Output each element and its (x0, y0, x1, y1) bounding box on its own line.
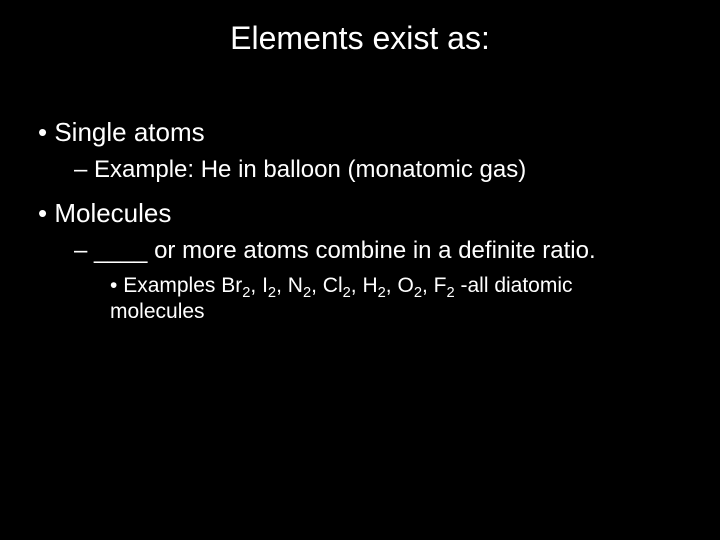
bullet-single-atoms-example: Example: He in balloon (monatomic gas) (74, 156, 690, 184)
bullet-molecules-examples: Examples Br2, I2, N2, Cl2, H2, O2, F2 -a… (110, 273, 690, 326)
bullet-molecules: Molecules (38, 198, 690, 229)
bullet-l1-label: Molecules (54, 198, 171, 228)
sep: , I (250, 274, 268, 297)
slide: Elements exist as: Single atoms Example:… (0, 0, 720, 540)
sep: , F (422, 274, 447, 297)
slide-title: Elements exist as: (30, 20, 690, 57)
subscript: 2 (378, 285, 386, 301)
subscript: 2 (414, 285, 422, 301)
subscript: 2 (303, 285, 311, 301)
bullet-l2-text: Example: He in balloon (monatomic gas) (94, 156, 526, 183)
subscript: 2 (268, 285, 276, 301)
bullet-single-atoms: Single atoms (38, 117, 690, 148)
subscript: 2 (343, 285, 351, 301)
bullet-l2-text: ____ or more atoms combine in a definite… (94, 237, 596, 264)
bullet-molecules-definition: ____ or more atoms combine in a definite… (74, 237, 690, 265)
sep: , N (276, 274, 303, 297)
bullet-l1-label: Single atoms (54, 117, 204, 147)
sep: , Cl (311, 274, 343, 297)
examples-prefix: Examples Br (123, 274, 242, 297)
sep: , O (386, 274, 414, 297)
subscript: 2 (446, 285, 454, 301)
sep: , H (351, 274, 378, 297)
